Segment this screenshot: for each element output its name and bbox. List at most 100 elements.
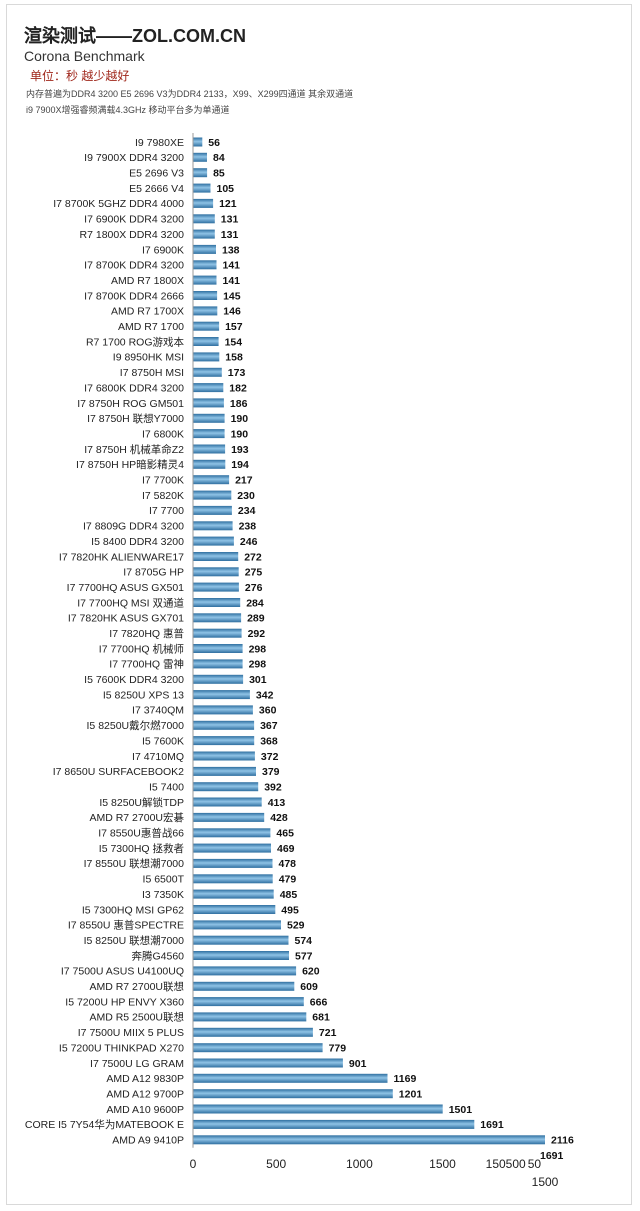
value-label: 157	[225, 321, 243, 333]
category-label: E5 2696 V3	[129, 168, 184, 180]
value-label: 182	[229, 382, 247, 394]
category-label: I7 7820HK ASUS GX701	[68, 613, 184, 625]
value-label: 1501	[449, 1104, 473, 1116]
bar	[193, 736, 255, 746]
x-tick-label: 0	[190, 1157, 197, 1171]
bar	[193, 889, 274, 899]
x-tick-label: 500	[266, 1157, 286, 1171]
bar	[193, 244, 216, 254]
chart-frame	[6, 4, 632, 1205]
value-label: 138	[222, 244, 240, 256]
value-label: 186	[230, 398, 248, 410]
value-label: 131	[221, 214, 239, 226]
bar	[193, 690, 250, 700]
value-label: 105	[217, 183, 235, 195]
bar	[193, 275, 217, 285]
category-label: AMD R7 2700U宏碁	[89, 811, 184, 824]
category-label: I7 8750H ROG GM501	[77, 398, 184, 410]
bar	[193, 321, 220, 331]
category-label: 奔腾G4560	[131, 949, 184, 962]
value-label: 276	[245, 582, 263, 594]
value-label: 901	[349, 1058, 367, 1070]
bar	[193, 260, 217, 270]
category-label: AMD R7 1700	[118, 321, 184, 333]
bar	[193, 766, 256, 776]
category-label: R7 1700 ROG游戏本	[86, 335, 185, 348]
value-label: 230	[237, 490, 255, 502]
bar	[193, 1073, 388, 1083]
bar	[193, 1089, 393, 1099]
category-label: I5 7400	[149, 782, 184, 794]
value-label: 574	[295, 935, 313, 947]
category-label: AMD R7 2700U联想	[89, 980, 184, 993]
value-label: 367	[260, 720, 278, 732]
value-label: 84	[213, 152, 225, 164]
bar	[193, 1104, 443, 1114]
bar	[193, 1135, 545, 1145]
bar	[193, 705, 253, 715]
value-label: 275	[245, 567, 263, 579]
category-label: I7 6800K	[142, 428, 184, 440]
category-label: I7 6800K DDR4 3200	[84, 382, 184, 394]
category-label: I7 6900K	[142, 244, 184, 256]
bar	[193, 720, 255, 730]
category-label: I9 8950HK MSI	[113, 352, 184, 364]
bar	[193, 306, 218, 316]
value-label: 190	[231, 428, 249, 440]
bar	[193, 951, 289, 960]
category-label: I7 7500U LG GRAM	[90, 1058, 184, 1070]
category-label: I7 4710MQ	[132, 751, 184, 763]
category-label: I5 8250U戴尔燃7000	[87, 719, 185, 732]
value-label: 681	[312, 1012, 330, 1024]
category-label: I5 8400 DDR4 3200	[91, 536, 184, 548]
bar	[193, 782, 259, 792]
bar	[193, 935, 289, 945]
bar	[193, 413, 225, 423]
value-label: 193	[231, 444, 249, 456]
value-label: 301	[249, 674, 267, 686]
bar	[193, 521, 233, 531]
bar	[193, 444, 226, 454]
value-label: 721	[319, 1027, 337, 1039]
bar	[193, 1119, 475, 1129]
value-label: 372	[261, 751, 279, 763]
value-label: 392	[264, 782, 282, 794]
category-label: R7 1800X DDR4 3200	[80, 229, 185, 241]
x-tick-label: 1000	[346, 1157, 373, 1171]
category-label: I5 8250U 联想潮7000	[84, 934, 185, 947]
category-label: AMD A10 9600P	[106, 1104, 184, 1116]
value-label: 577	[295, 950, 313, 962]
bar	[193, 966, 297, 976]
value-label: 121	[219, 198, 237, 210]
value-label: 173	[228, 367, 246, 379]
bar	[193, 843, 271, 853]
category-label: I7 7500U ASUS U4100UQ	[61, 966, 184, 978]
category-label: AMD R7 1800X	[111, 275, 184, 287]
bar	[193, 337, 219, 346]
bar	[193, 751, 255, 761]
value-label: 368	[260, 735, 278, 747]
value-label: 666	[310, 996, 328, 1008]
bar	[193, 582, 239, 592]
x-tick-label: 150500	[486, 1157, 526, 1171]
value-label: 217	[235, 475, 253, 487]
bar	[193, 398, 224, 408]
bar	[193, 1012, 307, 1022]
category-label: I7 8550U 惠普SPECTRE	[68, 919, 184, 932]
value-label: 469	[277, 843, 295, 855]
category-label: AMD A9 9410P	[112, 1135, 184, 1147]
category-label: I7 8700K DDR4 2666	[84, 290, 184, 302]
bar	[193, 920, 281, 930]
category-label: I5 7200U THINKPAD X270	[59, 1043, 184, 1055]
category-label: I5 7600K	[142, 735, 184, 747]
value-label: 154	[225, 336, 243, 348]
category-label: I7 6900K DDR4 3200	[84, 214, 184, 226]
chart-title: 渲染测试——ZOL.COM.CN	[24, 26, 246, 46]
value-label-extra: 1691	[540, 1150, 564, 1162]
value-label: 360	[259, 705, 277, 717]
value-label: 190	[231, 413, 249, 425]
value-label: 495	[281, 904, 299, 916]
value-label: 779	[329, 1043, 347, 1055]
value-label: 1691	[480, 1119, 504, 1131]
